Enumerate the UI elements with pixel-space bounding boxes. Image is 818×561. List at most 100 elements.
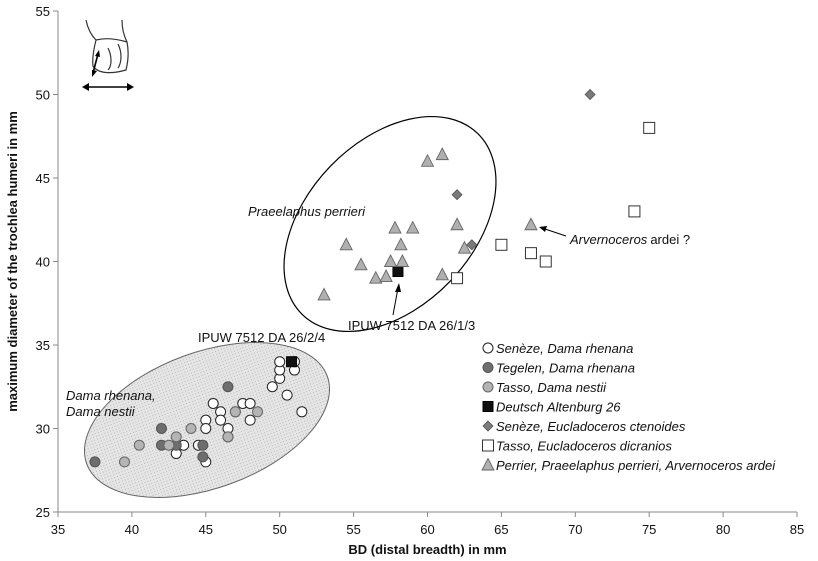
data-point: [435, 267, 450, 281]
data-point: [435, 147, 450, 161]
data-point: [524, 247, 537, 260]
data-point: [383, 254, 398, 267]
chart-legend: Senèze, Dama rhenana Tegelen, Dama rhenan…: [481, 341, 776, 473]
data-point: [222, 381, 234, 393]
data-point: [643, 121, 656, 134]
data-point: [281, 389, 293, 401]
data-point: [495, 238, 508, 251]
data-point: [163, 439, 175, 451]
data-point: [317, 287, 331, 301]
x-axis-title: BD (distal breadth) in mm: [348, 542, 506, 557]
data-point: [197, 439, 209, 451]
data-point: [244, 397, 256, 409]
data-point: [628, 205, 641, 218]
data-point: [286, 356, 298, 368]
data-point: [215, 414, 227, 426]
data-point: [155, 423, 167, 434]
data-point: [133, 439, 145, 451]
y-tick-label: 25: [36, 505, 50, 520]
y-axis-title: maximum diameter of the trochlea humeri …: [5, 111, 20, 412]
data-point: [339, 237, 353, 251]
cluster-ellipses: [83, 115, 497, 498]
label-arvernoceros-rest: ardei ?: [650, 232, 690, 247]
x-tick-label: 75: [642, 522, 656, 537]
legend-marker: [482, 381, 494, 393]
y-tick-label: 40: [36, 255, 50, 270]
data-point: [119, 456, 131, 468]
data-point: [274, 356, 286, 368]
data-point: [244, 414, 256, 426]
chart-annotations: Praeelaphus perrieri Arvernoceros ardei ?…: [66, 204, 690, 419]
data-point: [379, 269, 393, 282]
x-tick-label: 50: [272, 522, 286, 537]
label-dama-line1: Dama rhenana,: [66, 388, 156, 403]
legend-label: Perrier, Praeelaphus perrieri, Arvernoce…: [496, 458, 776, 473]
legend-label: Deutsch Altenburg 26: [496, 400, 621, 415]
arrow-arvernoceros: [541, 227, 567, 237]
ellipse-praeelaphus: [283, 115, 497, 333]
data-point: [420, 153, 435, 167]
label-praeelaphus-perrieri: Praeelaphus perrieri: [248, 204, 366, 219]
label-arvernoceros-ardei: Arvernoceros ardei ?: [569, 232, 690, 247]
series-5: [451, 88, 596, 251]
data-point: [457, 240, 472, 254]
label-dama-line2: Dama nestii: [66, 404, 136, 419]
data-point: [200, 423, 212, 434]
x-tick-label: 70: [568, 522, 582, 537]
data-point: [395, 254, 410, 267]
legend-marker: [482, 362, 494, 373]
data-point: [388, 220, 402, 234]
data-point: [252, 406, 264, 418]
legend-item: Deutsch Altenburg 26: [482, 400, 621, 415]
data-point: [185, 423, 197, 434]
legend-label: Tasso, Eucladoceros dicranios: [496, 439, 672, 454]
data-point: [466, 239, 478, 251]
x-tick-label: 45: [199, 522, 213, 537]
data-point: [266, 381, 278, 393]
data-points: [89, 88, 656, 468]
data-point: [197, 451, 209, 463]
legend-marker: [482, 420, 494, 432]
arrowhead-ipuw-26-1-3: [395, 283, 401, 292]
legend-label: Senèze, Dama rhenana: [496, 341, 633, 356]
label-ipuw-26-1-3: IPUW 7512 DA 26/1/3: [348, 318, 475, 333]
arrow-ipuw-26-1-3: [392, 287, 399, 316]
x-tick-label: 35: [51, 522, 65, 537]
arrowhead-arvernoceros: [539, 226, 547, 232]
data-point: [524, 217, 538, 231]
data-point: [451, 189, 463, 201]
y-tick-label: 50: [36, 88, 50, 103]
legend-label: Tegelen, Dama rhenana: [496, 361, 635, 376]
legend-marker: [482, 342, 494, 354]
x-tick-label: 55: [346, 522, 360, 537]
legend-item: Senèze, Dama rhenana: [482, 341, 633, 356]
legend-marker: [482, 439, 494, 452]
legend-item: Tegelen, Dama rhenana: [482, 361, 635, 376]
data-point: [296, 406, 308, 418]
data-point: [170, 431, 182, 443]
legend-item: Tasso, Eucladoceros dicranios: [482, 439, 672, 454]
x-tick-label: 85: [790, 522, 804, 537]
data-point: [392, 266, 404, 278]
legend-marker: [482, 401, 494, 412]
series-6: [451, 121, 656, 285]
data-point: [584, 88, 596, 101]
x-tick-label: 65: [494, 522, 508, 537]
legend-label: Senèze, Eucladoceros ctenoides: [496, 419, 686, 434]
legend-marker: [481, 457, 495, 471]
y-tick-label: 35: [36, 338, 50, 353]
data-point: [229, 406, 241, 418]
data-point: [354, 257, 368, 271]
x-tick-label: 40: [125, 522, 139, 537]
chart-axes: 35 40 45 50 55 60 65 70 75 80 85 25 30 35 40 45 50 55 BD (…: [5, 4, 804, 557]
data-point: [450, 217, 464, 231]
series-7: [317, 147, 538, 301]
data-point: [369, 270, 383, 284]
data-point: [394, 237, 408, 251]
series-3: [119, 406, 264, 468]
data-point: [222, 431, 234, 443]
data-point: [539, 255, 552, 268]
legend-label: Tasso, Dama nestii: [496, 380, 607, 395]
legend-item: Tasso, Dama nestii: [482, 380, 607, 395]
y-tick-label: 45: [36, 171, 50, 186]
